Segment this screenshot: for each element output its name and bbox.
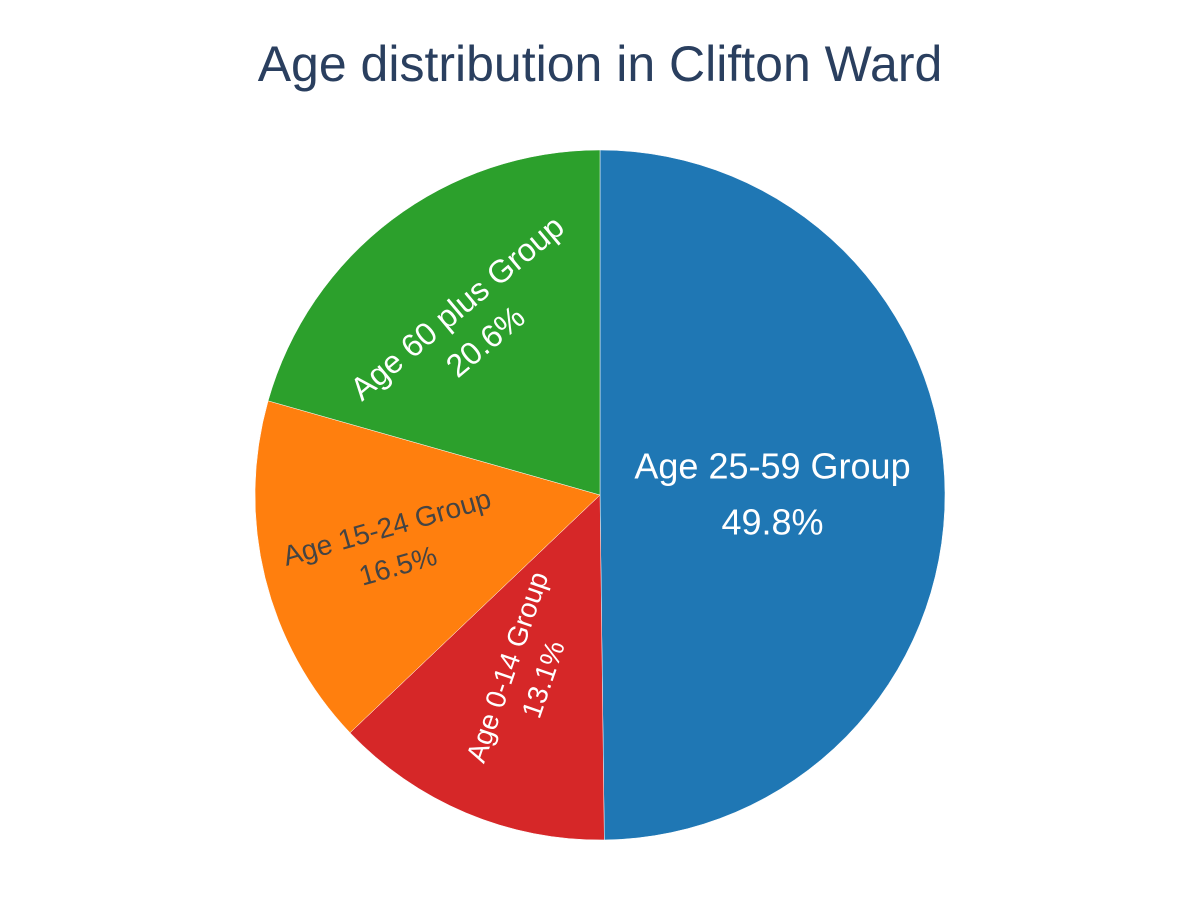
slice-label-percent: 49.8% [721,502,823,543]
chart-title: Age distribution in Clifton Ward [257,36,943,92]
slice-label-name: Age 25-59 Group [634,446,910,487]
pie-slice [267,149,601,496]
pie-slice [599,149,946,841]
slice-label: Age 25-59 Group 49.8% [634,446,910,543]
pie-slice [349,494,605,841]
pie-slice [254,400,601,734]
